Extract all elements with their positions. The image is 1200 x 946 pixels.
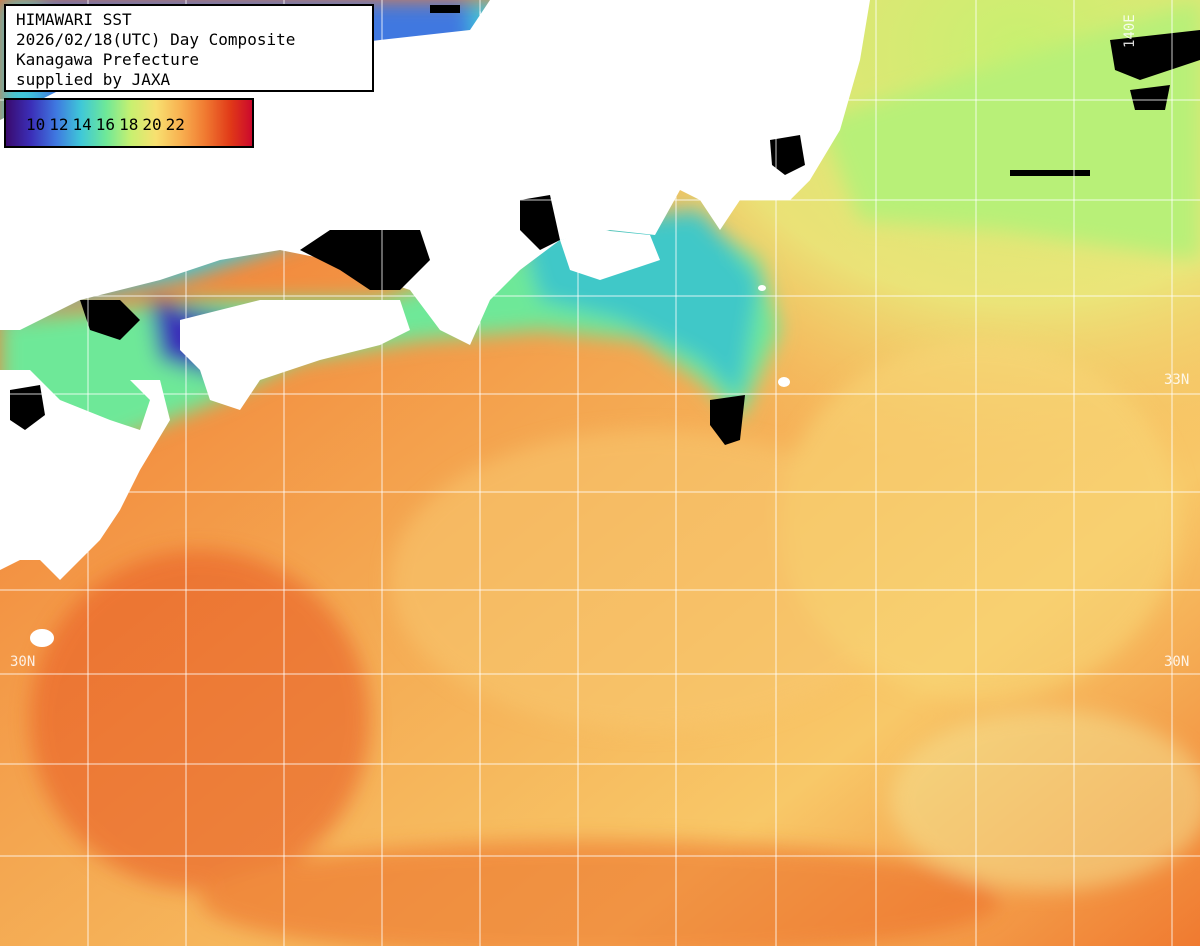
legend-label: 22: [165, 115, 185, 134]
lat-label-33n-left: 33N: [10, 374, 36, 390]
region-name: Kanagawa Prefecture: [16, 50, 200, 69]
legend-label: 14: [72, 115, 92, 134]
legend-label: 12: [49, 115, 69, 134]
supplier-credit: supplied by JAXA: [16, 70, 171, 89]
lon-label-136e: 136E: [478, 10, 494, 44]
legend-label: 16: [95, 115, 116, 134]
legend-label: 18: [119, 115, 139, 134]
lon-label-140e: 140E: [1122, 14, 1138, 48]
lat-label-30n-left: 30N: [10, 654, 36, 670]
warm-eddies: [30, 340, 1200, 946]
lat-label-30n-right: 30N: [1164, 654, 1190, 670]
legend-label: 20: [142, 115, 162, 134]
legend-label: 10: [26, 115, 46, 134]
lat-label-33n-right: 33N: [1164, 372, 1190, 388]
info-box: HIMAWARI SST 2026/02/18(UTC) Day Composi…: [4, 4, 374, 92]
cloud-no-data: [10, 5, 1200, 445]
temperature-legend: 10 12 14 16 18 20 22: [4, 98, 254, 148]
legend-color-bar: [6, 100, 252, 146]
product-title: HIMAWARI SST: [16, 10, 132, 29]
legend-labels: 10 12 14 16 18 20 22: [26, 115, 185, 134]
date-composite: 2026/02/18(UTC) Day Composite: [16, 30, 296, 49]
